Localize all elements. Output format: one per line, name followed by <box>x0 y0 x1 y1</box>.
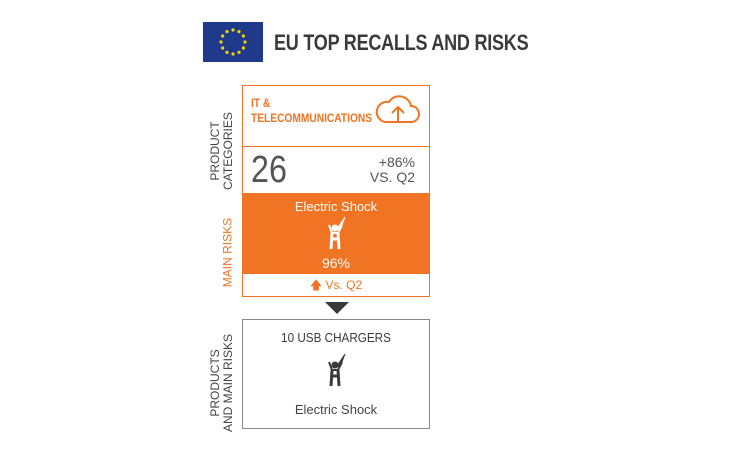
label-products-main-risks: PRODUCTS AND MAIN RISKS <box>208 334 235 433</box>
cloud-upload-icon <box>375 92 421 131</box>
risk-name: Electric Shock <box>294 199 378 214</box>
flag-star <box>221 34 225 38</box>
flag-star <box>219 40 223 44</box>
flag-star <box>225 30 229 34</box>
flag-star <box>231 52 235 56</box>
flag-star <box>241 46 245 50</box>
recall-count: 26 <box>251 149 287 191</box>
category-header: IT & TELECOMMUNICATIONS <box>243 86 429 147</box>
electric-shock-icon <box>323 216 349 256</box>
flag-star <box>225 50 229 54</box>
down-arrow-icon <box>325 302 349 314</box>
eu-flag-icon <box>203 22 263 62</box>
label-main-risks: MAIN RISKS <box>220 217 235 288</box>
products-title: 10 USB CHARGERS <box>281 330 391 345</box>
flag-star <box>237 30 241 34</box>
risk-percent: 96% <box>321 255 351 271</box>
risk-trend: 🡅 Vs. Q2 <box>309 278 363 292</box>
flag-star <box>241 34 245 38</box>
change-vs-q2: +86% VS. Q2 <box>369 154 415 185</box>
main-risk-panel: Electric Shock 96% <box>243 193 429 274</box>
category-name: IT & TELECOMMUNICATIONS <box>251 96 373 125</box>
arrow-up-icon: 🡅 <box>309 278 323 292</box>
category-count-row: 26 +86% VS. Q2 <box>243 147 429 193</box>
category-card: IT & TELECOMMUNICATIONS 26 +86% VS. Q2 Ele… <box>242 85 430 297</box>
flag-star <box>231 28 235 32</box>
flag-star <box>221 46 225 50</box>
electric-shock-icon <box>323 353 349 393</box>
page-title: EU TOP RECALLS AND RISKS <box>274 30 529 55</box>
products-risk-name: Electric Shock <box>294 402 378 417</box>
flag-star <box>237 50 241 54</box>
label-product-categories: PRODUCT CATEGORIES <box>208 112 235 190</box>
products-card: 10 USB CHARGERS Electric Shock <box>242 319 430 429</box>
flag-star <box>243 40 247 44</box>
